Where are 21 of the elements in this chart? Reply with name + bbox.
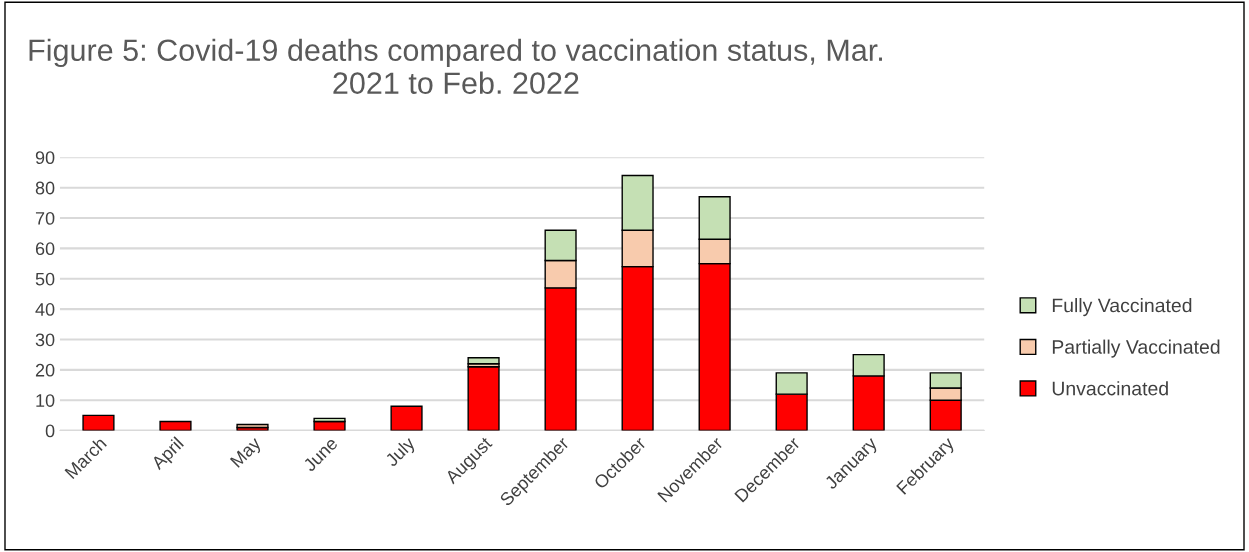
y-tick-label: 80	[35, 181, 55, 195]
legend-label: Partially Vaccinated	[1052, 339, 1220, 358]
y-tick-label: 70	[35, 211, 55, 225]
y-tick-label: 60	[35, 242, 55, 256]
y-tick-label: 0	[45, 424, 55, 438]
legend-label: Fully Vaccinated	[1052, 298, 1192, 317]
y-tick-label: 50	[35, 272, 55, 286]
legend-label: Unvaccinated	[1052, 381, 1168, 396]
bar	[467, 366, 500, 431]
x-tick-label: July	[384, 435, 419, 470]
y-tick-label: 30	[35, 333, 55, 347]
x-tick-label: May	[229, 435, 265, 471]
y-tick-label: 10	[36, 394, 55, 407]
bar	[159, 420, 192, 431]
chart-title: Figure 5: Covid-19 deaths compared to vaccination status, Mar. 2021 to Feb. 2022	[29, 38, 882, 94]
y-tick-label: 90	[35, 151, 55, 165]
bar	[467, 357, 500, 365]
bar	[82, 414, 115, 431]
y-tick-label: 40	[35, 303, 55, 316]
bar	[390, 405, 423, 431]
y-tick-label: 20	[35, 363, 55, 377]
